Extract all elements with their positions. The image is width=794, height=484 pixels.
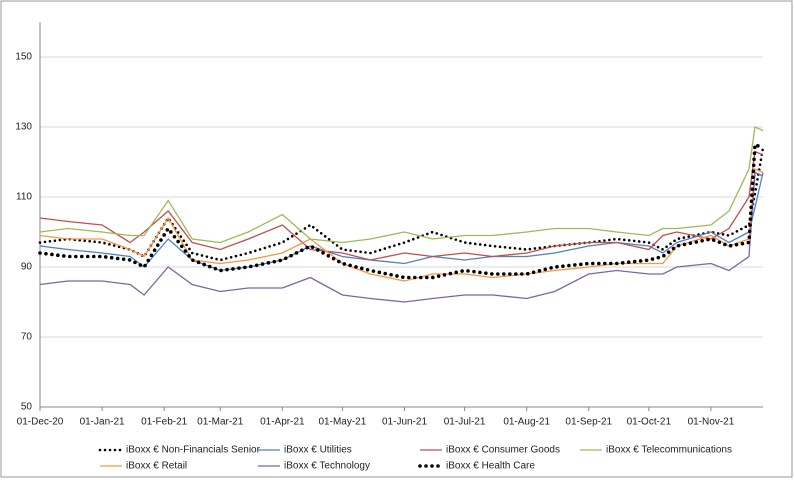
y-tick-label: 90: [21, 262, 33, 273]
series-line: [39, 126, 764, 244]
x-tick-label: 01-Jan-21: [80, 417, 125, 428]
x-tick-label: 01-Oct-21: [627, 417, 672, 428]
y-tick-label: 50: [21, 402, 33, 413]
legend-label: iBoxx € Utilities: [284, 445, 352, 456]
legend-label: iBoxx € Retail: [126, 461, 187, 472]
y-tick-label: 70: [21, 332, 33, 343]
x-tick-label: 01-Feb-21: [141, 417, 188, 428]
x-tick-label: 01-Jun-21: [382, 417, 427, 428]
y-tick-label: 130: [15, 122, 32, 133]
series-line: [39, 171, 764, 303]
legend-label: iBoxx € Technology: [284, 461, 370, 472]
x-tick-label: 01-Jul-21: [444, 417, 486, 428]
x-tick-label: 01-May-21: [319, 417, 367, 428]
x-tick-label: 01-Mar-21: [197, 417, 244, 428]
legend-label: iBoxx € Telecommunications: [606, 445, 732, 456]
y-tick-label: 110: [16, 192, 32, 203]
y-tick-label: 150: [15, 52, 32, 63]
x-tick-label: 01-Apr-21: [260, 417, 305, 428]
legend-label: iBoxx € Non-Financials Senior: [126, 445, 261, 456]
legend-label: iBoxx € Consumer Goods: [446, 445, 560, 456]
x-tick-label: 01-Aug-21: [503, 417, 550, 428]
series-line: [38, 141, 765, 280]
x-tick-label: 01-Dec-20: [17, 417, 64, 428]
legend-label: iBoxx € Health Care: [446, 461, 535, 472]
series-line: [38, 146, 765, 262]
series-line: [39, 168, 764, 282]
x-tick-label: 01-Nov-21: [688, 417, 735, 428]
x-tick-label: 01-Sep-21: [565, 417, 612, 428]
series-line: [39, 150, 764, 261]
